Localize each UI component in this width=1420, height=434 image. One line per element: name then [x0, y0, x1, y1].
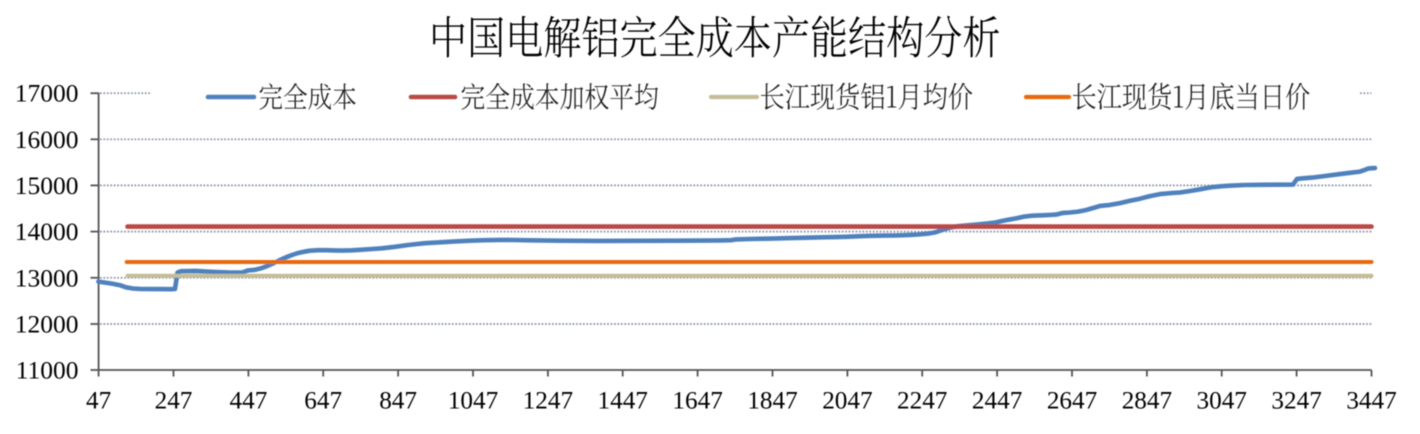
- svg-text:47: 47: [86, 388, 111, 415]
- svg-text:13000: 13000: [15, 263, 79, 292]
- svg-text:247: 247: [155, 388, 193, 415]
- svg-text:2447: 2447: [972, 388, 1022, 415]
- svg-text:1247: 1247: [523, 388, 573, 415]
- svg-text:17000: 17000: [15, 79, 79, 108]
- svg-text:12000: 12000: [15, 310, 79, 339]
- svg-text:3447: 3447: [1346, 388, 1396, 415]
- svg-text:1447: 1447: [598, 388, 648, 415]
- svg-text:1647: 1647: [672, 388, 722, 415]
- svg-text:14000: 14000: [15, 217, 79, 246]
- svg-text:1847: 1847: [747, 388, 797, 415]
- svg-text:11000: 11000: [16, 356, 79, 385]
- svg-text:16000: 16000: [15, 125, 79, 154]
- svg-text:647: 647: [304, 388, 342, 415]
- svg-text:447: 447: [230, 388, 268, 415]
- svg-text:2247: 2247: [897, 388, 947, 415]
- svg-text:847: 847: [379, 388, 417, 415]
- svg-text:2047: 2047: [822, 388, 872, 415]
- svg-text:3247: 3247: [1271, 388, 1321, 415]
- svg-text:1047: 1047: [448, 388, 498, 415]
- svg-text:2647: 2647: [1047, 388, 1097, 415]
- svg-text:15000: 15000: [15, 171, 79, 200]
- svg-text:2847: 2847: [1122, 388, 1172, 415]
- svg-text:3047: 3047: [1197, 388, 1247, 415]
